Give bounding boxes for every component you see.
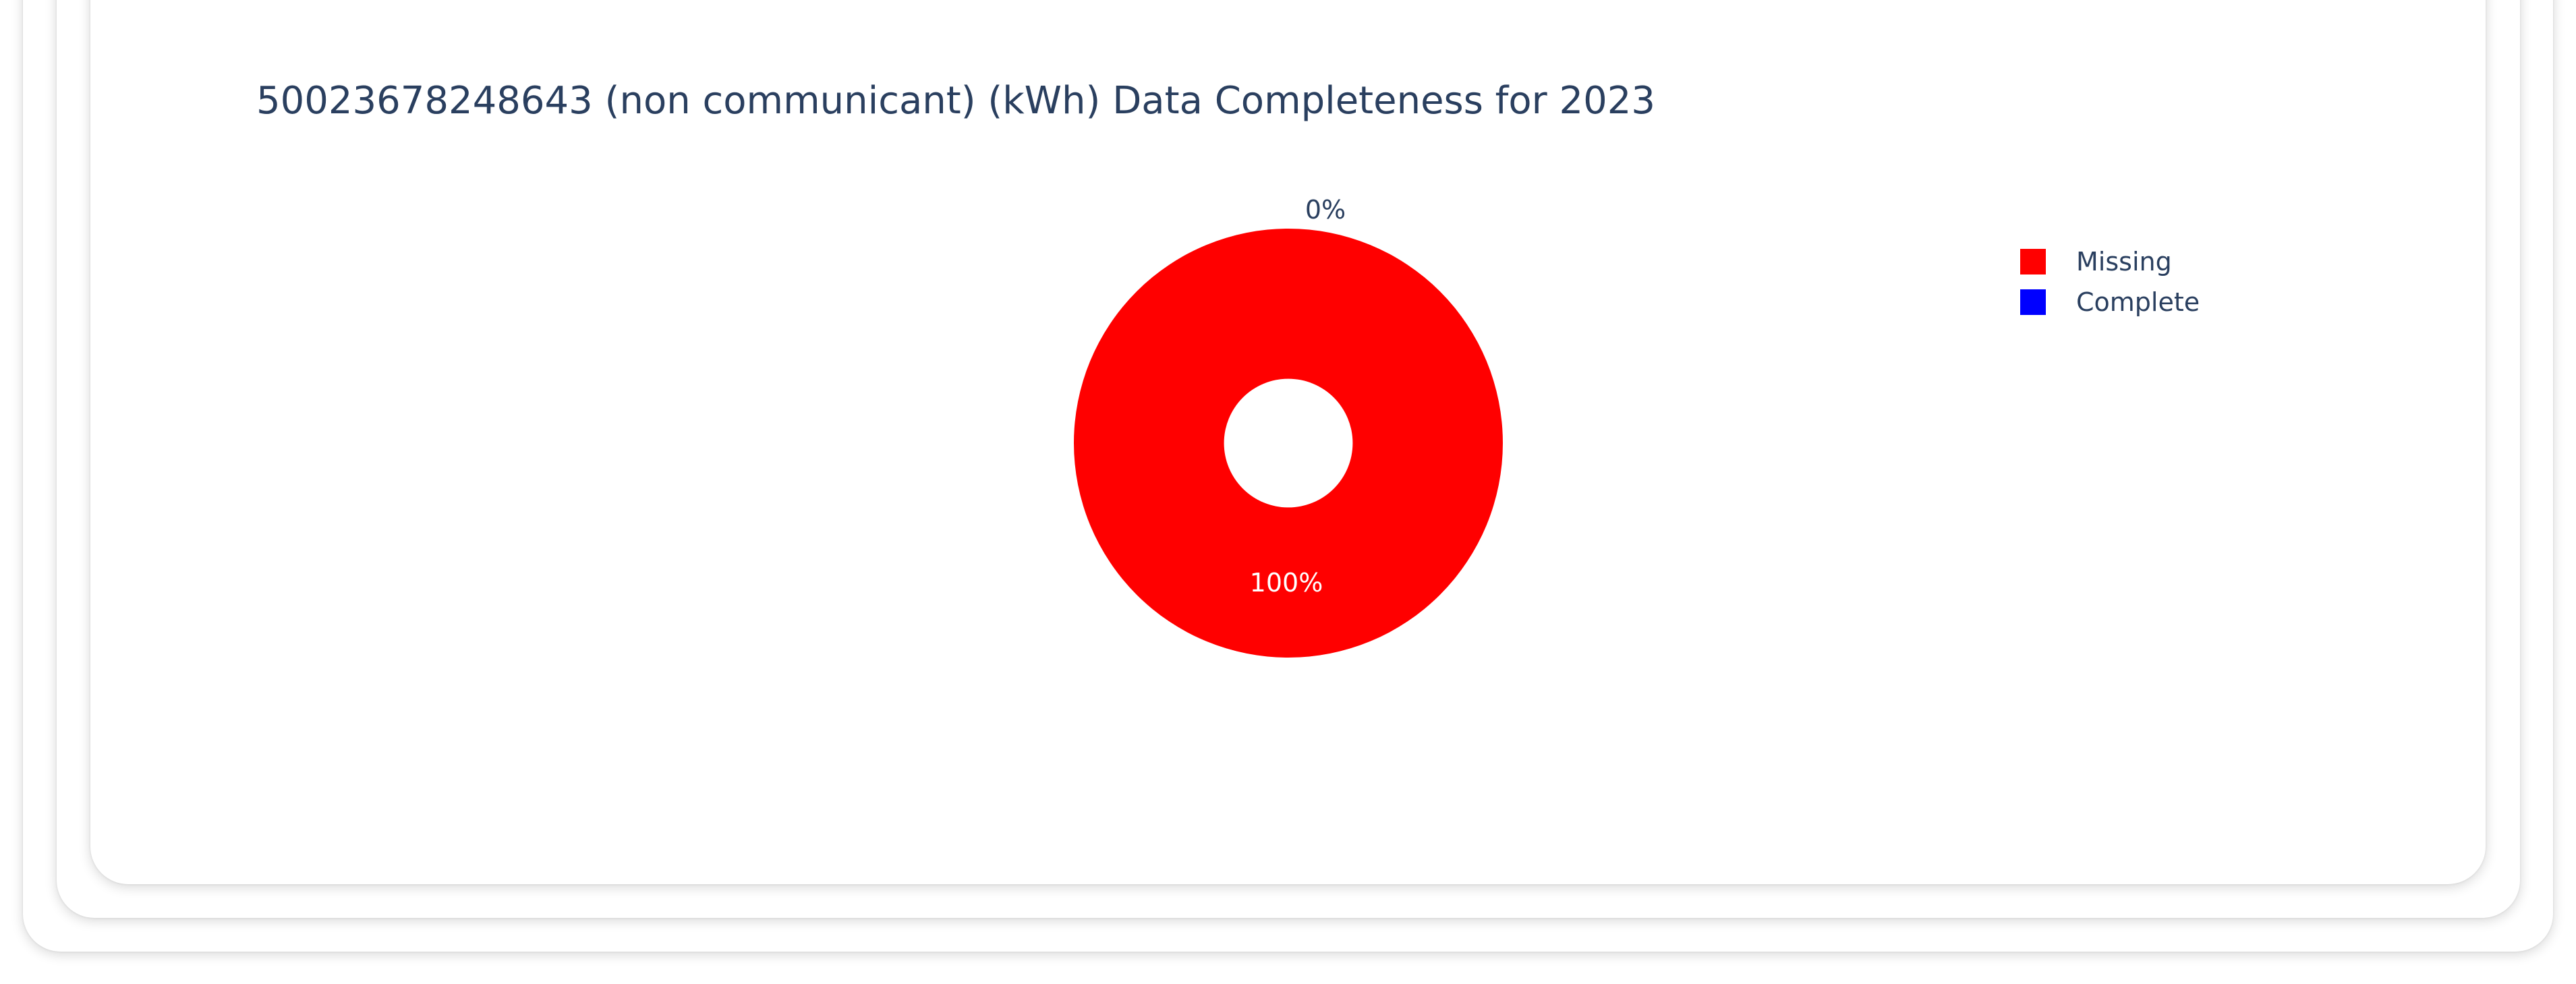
legend: Missing Complete <box>2020 241 2200 322</box>
legend-item-complete[interactable]: Complete <box>2020 282 2200 322</box>
chart-card <box>90 0 2486 884</box>
slice-label-missing: 100% <box>1250 568 1323 598</box>
chart-title: 50023678248643 (non communicant) (kWh) D… <box>256 79 1655 123</box>
legend-label-missing: Missing <box>2076 247 2172 277</box>
legend-item-missing[interactable]: Missing <box>2020 241 2200 282</box>
legend-swatch-missing <box>2020 249 2046 274</box>
legend-label-complete: Complete <box>2076 287 2200 317</box>
legend-swatch-complete <box>2020 289 2046 315</box>
slice-missing[interactable] <box>1074 229 1503 658</box>
slice-label-complete: 0% <box>1305 195 1346 225</box>
